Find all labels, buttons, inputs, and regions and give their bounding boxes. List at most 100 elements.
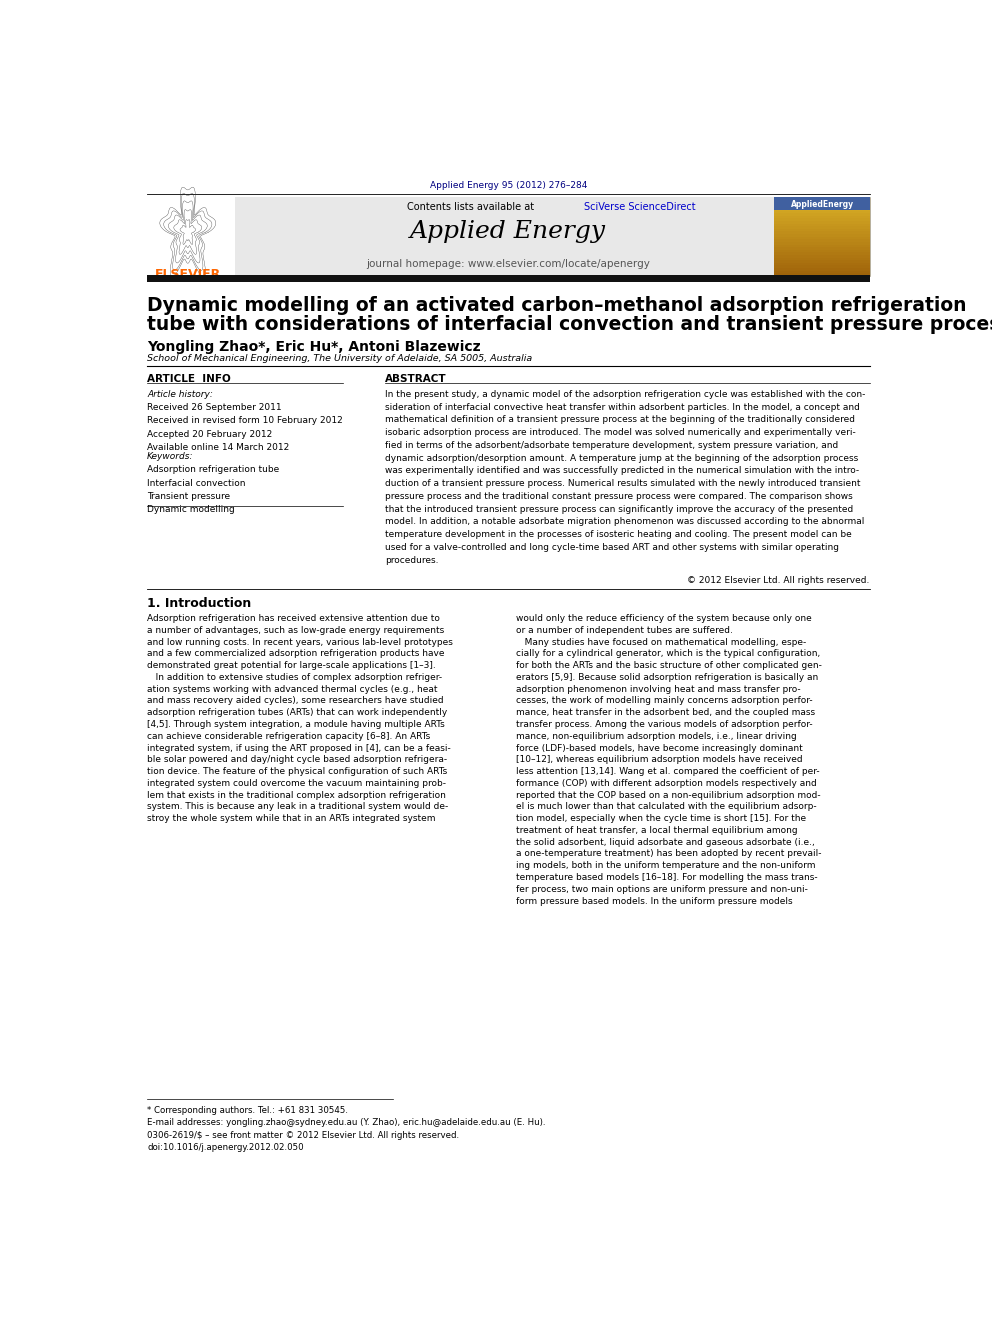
- Text: transfer process. Among the various models of adsorption perfor-: transfer process. Among the various mode…: [516, 720, 812, 729]
- Bar: [774, 263, 870, 266]
- Text: and low running costs. In recent years, various lab-level prototypes: and low running costs. In recent years, …: [147, 638, 453, 647]
- Bar: [774, 216, 870, 218]
- Bar: [774, 205, 870, 208]
- Text: that the introduced transient pressure process can significantly improve the acc: that the introduced transient pressure p…: [386, 504, 854, 513]
- Bar: [774, 234, 870, 237]
- Text: doi:10.1016/j.apenergy.2012.02.050: doi:10.1016/j.apenergy.2012.02.050: [147, 1143, 304, 1152]
- Text: form pressure based models. In the uniform pressure models: form pressure based models. In the unifo…: [516, 897, 793, 905]
- Text: Article history:: Article history:: [147, 390, 213, 400]
- Text: Available online 14 March 2012: Available online 14 March 2012: [147, 443, 290, 452]
- Bar: [774, 210, 870, 213]
- Text: mance, non-equilibrium adsorption models, i.e., linear driving: mance, non-equilibrium adsorption models…: [516, 732, 797, 741]
- Text: Dynamic modelling: Dynamic modelling: [147, 505, 235, 515]
- Text: Accepted 20 February 2012: Accepted 20 February 2012: [147, 430, 273, 439]
- Text: [10–12], whereas equilibrium adsorption models have received: [10–12], whereas equilibrium adsorption …: [516, 755, 803, 765]
- Bar: [774, 218, 870, 221]
- Text: tion model, especially when the cycle time is short [15]. For the: tion model, especially when the cycle ti…: [516, 814, 806, 823]
- Text: Contents lists available at: Contents lists available at: [408, 201, 609, 212]
- Text: ABSTRACT: ABSTRACT: [386, 373, 447, 384]
- Text: and a few commercialized adsorption refrigeration products have: and a few commercialized adsorption refr…: [147, 650, 444, 659]
- Bar: [774, 224, 870, 226]
- Text: Many studies have focused on mathematical modelling, espe-: Many studies have focused on mathematica…: [516, 638, 806, 647]
- Bar: [774, 245, 870, 247]
- Text: cially for a cylindrical generator, which is the typical configuration,: cially for a cylindrical generator, whic…: [516, 650, 820, 659]
- Bar: [774, 208, 870, 210]
- Text: 1. Introduction: 1. Introduction: [147, 597, 251, 610]
- Text: integrated system could overcome the vacuum maintaining prob-: integrated system could overcome the vac…: [147, 779, 446, 789]
- Bar: [774, 232, 870, 234]
- Text: Received 26 September 2011: Received 26 September 2011: [147, 404, 282, 413]
- Bar: [774, 226, 870, 229]
- Text: pressure process and the traditional constant pressure process were compared. Th: pressure process and the traditional con…: [386, 492, 853, 501]
- Bar: [774, 237, 870, 239]
- Bar: [774, 202, 870, 205]
- Text: ing models, both in the uniform temperature and the non-uniform: ing models, both in the uniform temperat…: [516, 861, 815, 871]
- Text: Received in revised form 10 February 2012: Received in revised form 10 February 201…: [147, 417, 343, 426]
- Text: ble solar powered and day/night cycle based adsorption refrigera-: ble solar powered and day/night cycle ba…: [147, 755, 447, 765]
- Text: lem that exists in the traditional complex adsorption refrigeration: lem that exists in the traditional compl…: [147, 791, 446, 799]
- Text: E-mail addresses: yongling.zhao@sydney.edu.au (Y. Zhao), eric.hu@adelaide.edu.au: E-mail addresses: yongling.zhao@sydney.e…: [147, 1118, 546, 1127]
- Bar: [774, 274, 870, 277]
- Text: temperature development in the processes of isosteric heating and cooling. The p: temperature development in the processes…: [386, 531, 852, 538]
- Text: isobaric adsorption process are introduced. The model was solved numerically and: isobaric adsorption process are introduc…: [386, 429, 856, 437]
- Bar: [774, 250, 870, 253]
- Bar: [774, 200, 870, 202]
- Text: tube with considerations of interfacial convection and transient pressure proces: tube with considerations of interfacial …: [147, 315, 992, 333]
- Bar: [774, 271, 870, 274]
- Text: adsorption phenomenon involving heat and mass transfer pro-: adsorption phenomenon involving heat and…: [516, 685, 801, 693]
- Bar: [774, 239, 870, 242]
- Text: cesses, the work of modelling mainly concerns adsorption perfor-: cesses, the work of modelling mainly con…: [516, 696, 812, 705]
- Text: for both the ARTs and the basic structure of other complicated gen-: for both the ARTs and the basic structur…: [516, 662, 822, 671]
- Bar: [774, 229, 870, 232]
- Text: reported that the COP based on a non-equilibrium adsorption mod-: reported that the COP based on a non-equ…: [516, 791, 820, 799]
- Text: demonstrated great potential for large-scale applications [1–3].: demonstrated great potential for large-s…: [147, 662, 435, 671]
- Text: journal homepage: www.elsevier.com/locate/apenergy: journal homepage: www.elsevier.com/locat…: [366, 258, 651, 269]
- Bar: [774, 197, 870, 200]
- Text: ELSEVIER: ELSEVIER: [155, 267, 221, 280]
- Text: fer process, two main options are uniform pressure and non-uni-: fer process, two main options are unifor…: [516, 885, 807, 894]
- Text: el is much lower than that calculated with the equilibrium adsorp-: el is much lower than that calculated wi…: [516, 802, 816, 811]
- Text: Adsorption refrigeration has received extensive attention due to: Adsorption refrigeration has received ex…: [147, 614, 439, 623]
- Text: * Corresponding authors. Tel.: +61 831 30545.: * Corresponding authors. Tel.: +61 831 3…: [147, 1106, 348, 1115]
- Text: Applied Energy 95 (2012) 276–284: Applied Energy 95 (2012) 276–284: [430, 181, 587, 191]
- Bar: [774, 213, 870, 216]
- Text: School of Mechanical Engineering, The University of Adelaide, SA 5005, Australia: School of Mechanical Engineering, The Un…: [147, 355, 533, 364]
- Text: Applied Energy: Applied Energy: [411, 220, 606, 243]
- Text: [4,5]. Through system integration, a module having multiple ARTs: [4,5]. Through system integration, a mod…: [147, 720, 444, 729]
- Text: SciVerse ScienceDirect: SciVerse ScienceDirect: [583, 201, 695, 212]
- Text: integrated system, if using the ART proposed in [4], can be a feasi-: integrated system, if using the ART prop…: [147, 744, 450, 753]
- Text: adsorption refrigeration tubes (ARTs) that can work independently: adsorption refrigeration tubes (ARTs) th…: [147, 708, 447, 717]
- Text: © 2012 Elsevier Ltd. All rights reserved.: © 2012 Elsevier Ltd. All rights reserved…: [687, 577, 870, 586]
- Bar: [774, 269, 870, 271]
- Bar: [774, 261, 870, 263]
- Bar: [774, 258, 870, 261]
- Text: a number of advantages, such as low-grade energy requirements: a number of advantages, such as low-grad…: [147, 626, 444, 635]
- Text: Adsorption refrigeration tube: Adsorption refrigeration tube: [147, 466, 280, 475]
- Text: Dynamic modelling of an activated carbon–methanol adsorption refrigeration: Dynamic modelling of an activated carbon…: [147, 296, 966, 315]
- Text: mathematical definition of a transient pressure process at the beginning of the : mathematical definition of a transient p…: [386, 415, 855, 425]
- Text: a one-temperature treatment) has been adopted by recent prevail-: a one-temperature treatment) has been ad…: [516, 849, 821, 859]
- Text: can achieve considerable refrigeration capacity [6–8]. An ARTs: can achieve considerable refrigeration c…: [147, 732, 431, 741]
- Text: used for a valve-controlled and long cycle-time based ART and other systems with: used for a valve-controlled and long cyc…: [386, 542, 839, 552]
- Text: force (LDF)-based models, have become increasingly dominant: force (LDF)-based models, have become in…: [516, 744, 803, 753]
- Text: Yongling Zhao*, Eric Hu*, Antoni Blazewicz: Yongling Zhao*, Eric Hu*, Antoni Blazewi…: [147, 340, 481, 355]
- Bar: [774, 255, 870, 258]
- Bar: [147, 275, 870, 282]
- Bar: [147, 197, 870, 277]
- Text: erators [5,9]. Because solid adsorption refrigeration is basically an: erators [5,9]. Because solid adsorption …: [516, 673, 818, 681]
- Bar: [147, 197, 235, 277]
- Text: fied in terms of the adsorbent/adsorbate temperature development, system pressur: fied in terms of the adsorbent/adsorbate…: [386, 441, 838, 450]
- Text: sideration of interfacial convective heat transfer within adsorbent particles. I: sideration of interfacial convective hea…: [386, 402, 860, 411]
- Text: and mass recovery aided cycles), some researchers have studied: and mass recovery aided cycles), some re…: [147, 696, 443, 705]
- Text: or a number of independent tubes are suffered.: or a number of independent tubes are suf…: [516, 626, 733, 635]
- Text: Transient pressure: Transient pressure: [147, 492, 230, 501]
- Text: duction of a transient pressure process. Numerical results simulated with the ne: duction of a transient pressure process.…: [386, 479, 861, 488]
- Text: In the present study, a dynamic model of the adsorption refrigeration cycle was : In the present study, a dynamic model of…: [386, 390, 866, 400]
- Bar: [774, 247, 870, 250]
- Bar: [774, 266, 870, 269]
- Text: Interfacial convection: Interfacial convection: [147, 479, 246, 488]
- Text: system. This is because any leak in a traditional system would de-: system. This is because any leak in a tr…: [147, 802, 448, 811]
- Text: dynamic adsorption/desorption amount. A temperature jump at the beginning of the: dynamic adsorption/desorption amount. A …: [386, 454, 859, 463]
- Text: ation systems working with advanced thermal cycles (e.g., heat: ation systems working with advanced ther…: [147, 685, 437, 693]
- Text: Keywords:: Keywords:: [147, 452, 193, 462]
